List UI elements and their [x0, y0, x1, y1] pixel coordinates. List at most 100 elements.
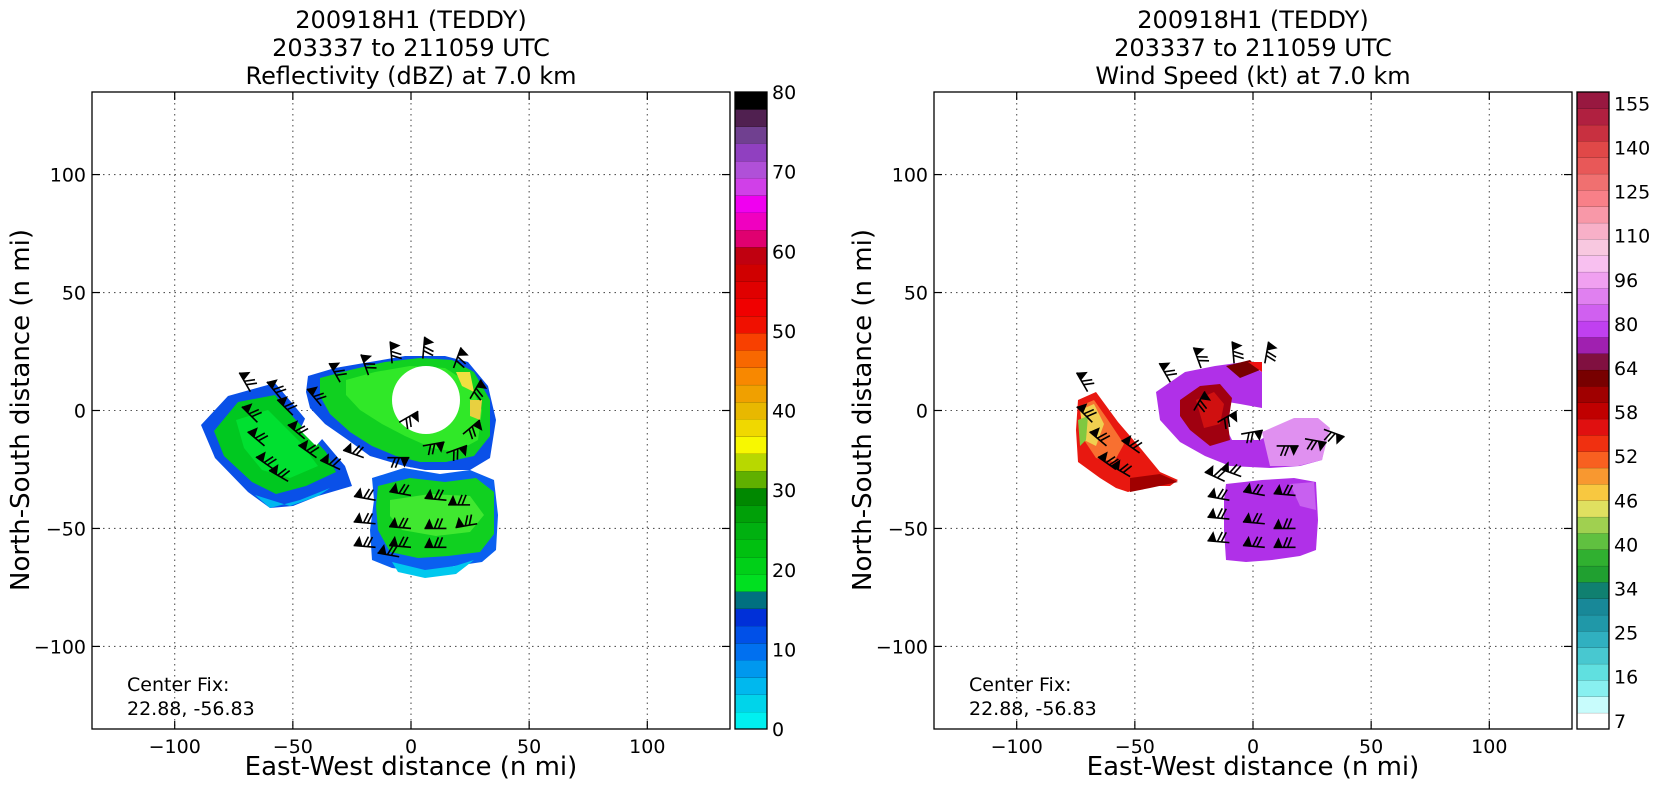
panel-title-line-2: 203337 to 211059 UTC — [1114, 34, 1392, 62]
colorbar-segment — [735, 315, 767, 334]
wind-barb — [1110, 459, 1133, 478]
wind-barb — [247, 427, 269, 447]
colorbar-segment — [735, 229, 767, 248]
panel-title-line-1: 200918H1 (TEDDY) — [295, 6, 526, 34]
colorbar-segment — [1577, 157, 1609, 174]
wind-barb — [1243, 482, 1265, 497]
wind-region-south-light — [1290, 482, 1316, 510]
wind-barb — [266, 379, 287, 400]
wind-region-west-darkred — [1130, 474, 1178, 492]
y-tick-label: −50 — [888, 518, 928, 540]
wind-barb — [1217, 410, 1238, 430]
wind-barb — [306, 386, 327, 407]
wind-barb — [1207, 487, 1230, 501]
y-tick-label: 0 — [74, 401, 86, 423]
y-tick-label: −100 — [34, 636, 86, 658]
wind-barb — [1242, 512, 1265, 525]
colorbar-segment — [735, 212, 767, 231]
colorbar-segment — [735, 487, 767, 506]
colorbar-segment — [735, 556, 767, 575]
wind-barb — [462, 419, 483, 440]
wind-barb — [1231, 341, 1244, 364]
wind-barb — [238, 371, 258, 393]
wind-barb — [1304, 438, 1327, 452]
y-tick-label: 100 — [50, 165, 86, 187]
colorbar-tick-label: 52 — [1614, 446, 1638, 468]
colorbar-segment — [735, 143, 767, 162]
colorbar-segment — [735, 92, 767, 110]
colorbar-segment — [1577, 386, 1609, 403]
colorbar-segment — [1577, 239, 1609, 256]
colorbar-segment — [1577, 516, 1609, 534]
x-tick-label: 100 — [1471, 736, 1507, 758]
colorbar-tick-label: 80 — [772, 82, 796, 104]
colorbar-segment — [735, 246, 767, 265]
wind-region-north-tip — [1248, 362, 1262, 372]
colorbar-segment — [735, 264, 767, 282]
wind-barb — [298, 439, 320, 459]
center-fix-value: 22.88, -56.83 — [969, 698, 1097, 720]
colorbar-segment — [1577, 320, 1609, 338]
colorbar-segment — [1577, 533, 1609, 550]
center-fix-value: 22.88, -56.83 — [127, 698, 255, 720]
colorbar-segment — [735, 109, 767, 127]
wind-barb — [398, 410, 419, 430]
x-tick-label: 0 — [405, 736, 417, 758]
colorbar-tick-label: 46 — [1614, 490, 1638, 512]
wind-barb — [1204, 465, 1226, 483]
colorbar-segment — [1577, 304, 1609, 321]
colorbar-segment — [735, 660, 767, 678]
colorbar-tick-label: 50 — [772, 321, 796, 343]
colorbar-segment — [735, 350, 767, 368]
colorbar-segment — [1577, 565, 1609, 583]
colorbar-tick-label: 60 — [772, 241, 796, 263]
x-axis-label: East-West distance (n mi) — [245, 752, 578, 782]
colorbar-segment — [735, 160, 767, 179]
colorbar-tick-label: 10 — [772, 639, 796, 661]
colorbar-segment — [1577, 255, 1609, 272]
wind-barb — [1121, 435, 1143, 454]
x-axis-label: East-West distance (n mi) — [1087, 752, 1420, 782]
colorbar-segment — [1577, 141, 1609, 158]
colorbar-segment — [735, 539, 767, 558]
colorbar-tick-label: 40 — [772, 401, 796, 423]
y-tick-label: 50 — [904, 283, 928, 305]
colorbar-segment — [1577, 484, 1609, 501]
wind-barb — [268, 464, 291, 482]
colorbar-segment — [735, 608, 767, 627]
wind-barb — [1242, 535, 1265, 549]
colorbar-segment — [1577, 549, 1609, 566]
colorbar-segment — [735, 677, 767, 695]
wind-barbs — [238, 336, 488, 558]
panel-title-line-3: Wind Speed (kt) at 7.0 km — [1095, 62, 1410, 90]
colorbar-tick-label: 7 — [1614, 711, 1626, 733]
wind-barb — [387, 456, 410, 468]
colorbar-segment — [1577, 402, 1609, 419]
wind-barb — [319, 453, 342, 471]
colorbar-segment — [735, 298, 767, 317]
wind-barb — [377, 543, 400, 558]
colorbar-segment — [1577, 680, 1609, 697]
wind-barb — [287, 420, 309, 440]
colorbar-segment — [1577, 451, 1609, 468]
colorbar-segment — [1577, 124, 1609, 142]
colorbar-segment — [735, 333, 767, 351]
colorbar-segment — [735, 126, 767, 144]
wind-barb — [353, 535, 376, 549]
plot-area: −100 −50 0 50 100 −100 −50 0 50 100 Center Fix: 2… — [876, 91, 1573, 758]
colorbar-segment — [735, 436, 767, 454]
echo-region-west-core — [236, 410, 318, 478]
colorbar-tick-label: 16 — [1614, 667, 1638, 689]
wind-barb — [424, 488, 447, 501]
colorbar-segment — [735, 384, 767, 403]
wind-speed-panel: 200918H1 (TEDDY) 203337 to 211059 UTC Wi… — [848, 6, 1650, 782]
wind-barb — [1076, 403, 1097, 423]
colorbar-segment — [735, 401, 767, 420]
wind-barb — [353, 487, 376, 501]
colorbar-segment — [1577, 598, 1609, 615]
wind-region-north-red — [1196, 392, 1224, 428]
wind-barb — [1273, 518, 1296, 530]
wind-barb — [424, 518, 447, 530]
colorbar-segment — [1577, 222, 1609, 240]
colorbar-tick-label: 125 — [1614, 182, 1650, 204]
